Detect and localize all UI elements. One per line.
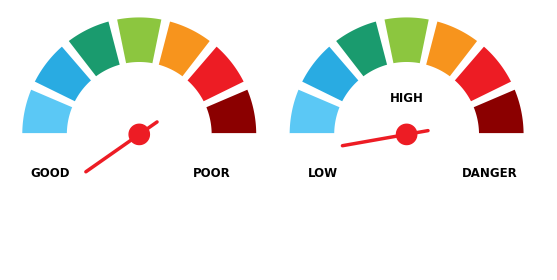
Polygon shape: [425, 21, 478, 77]
Polygon shape: [34, 46, 92, 102]
Polygon shape: [397, 124, 417, 144]
Text: DANGER: DANGER: [462, 167, 518, 180]
Polygon shape: [290, 88, 340, 134]
Text: HIGH: HIGH: [390, 92, 423, 104]
Polygon shape: [116, 17, 163, 64]
Polygon shape: [301, 46, 359, 102]
Polygon shape: [22, 88, 72, 134]
Text: POOR: POOR: [193, 167, 231, 180]
Polygon shape: [158, 21, 211, 77]
Polygon shape: [383, 17, 430, 64]
Polygon shape: [454, 46, 512, 102]
Polygon shape: [206, 88, 256, 134]
Polygon shape: [68, 21, 121, 77]
Polygon shape: [129, 124, 149, 144]
Text: GOOD: GOOD: [31, 167, 70, 180]
Polygon shape: [335, 21, 388, 77]
Polygon shape: [187, 46, 245, 102]
Polygon shape: [473, 88, 524, 134]
Text: LOW: LOW: [308, 167, 338, 180]
